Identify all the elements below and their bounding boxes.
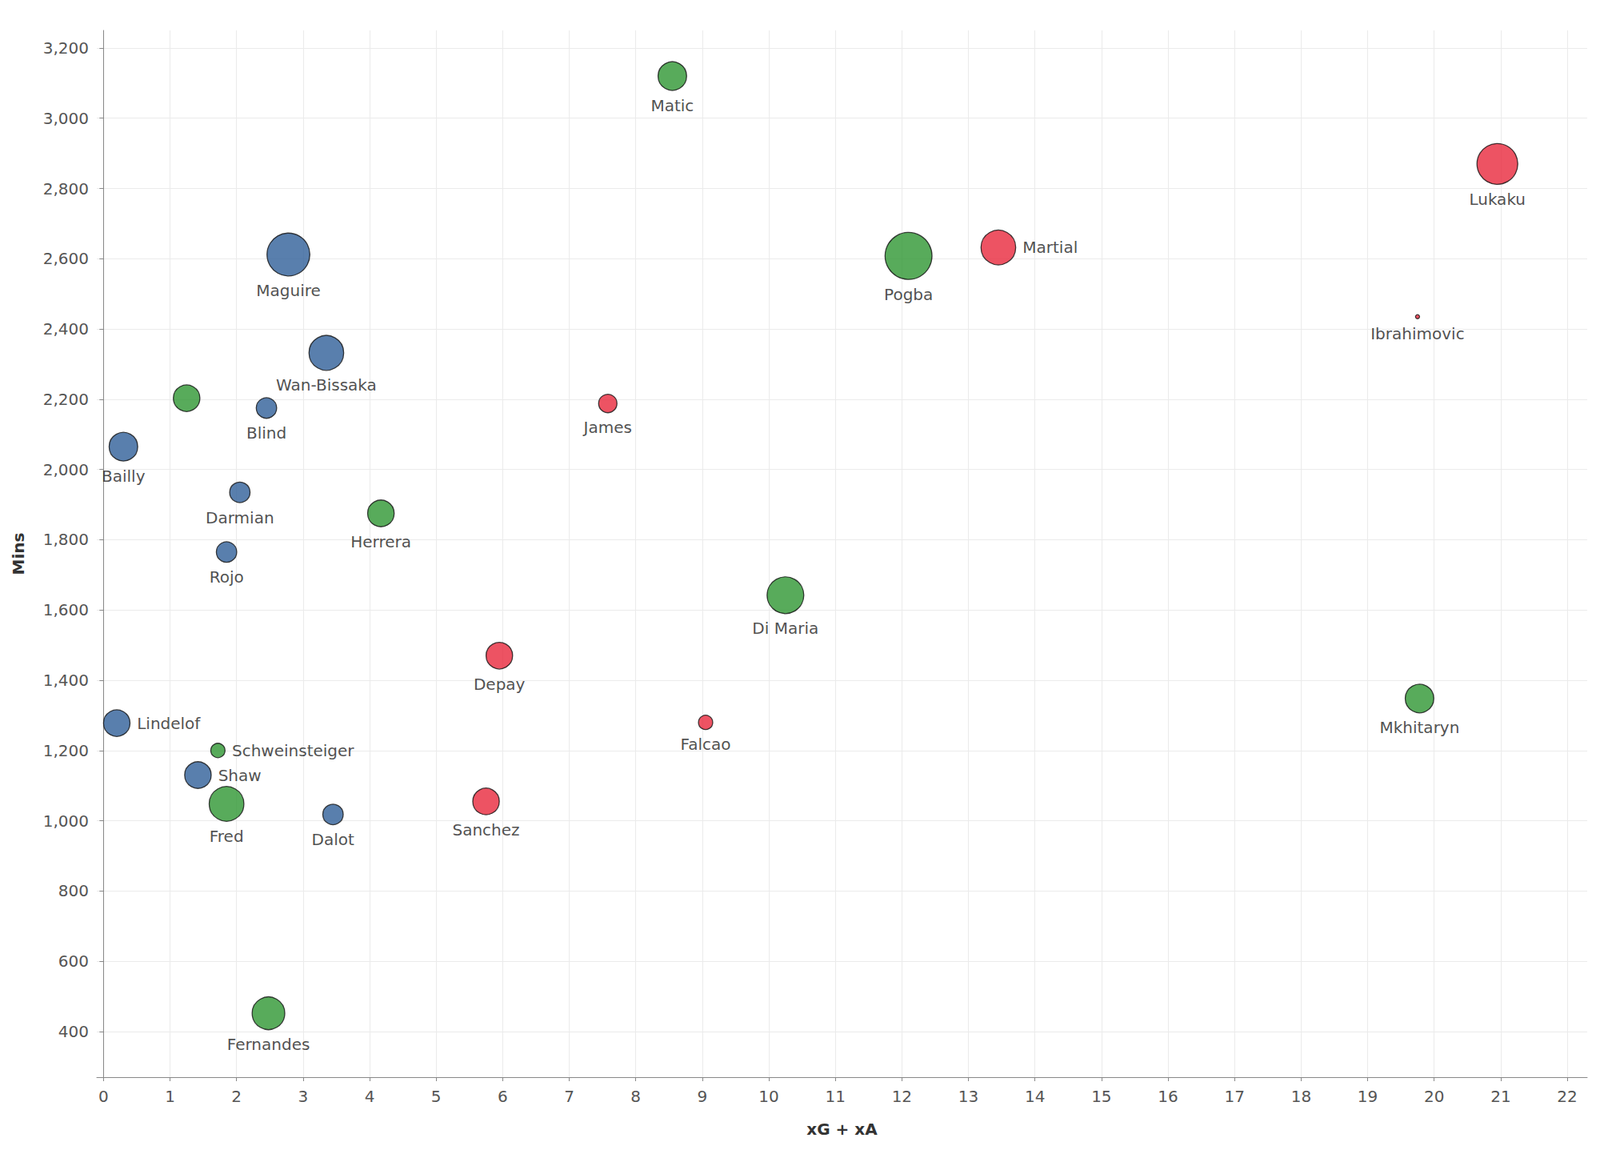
svg-text:800: 800 [58, 880, 89, 900]
svg-text:2: 2 [231, 1086, 242, 1106]
svg-text:18: 18 [1291, 1086, 1312, 1106]
svg-text:13: 13 [958, 1086, 979, 1106]
svg-text:1,400: 1,400 [43, 670, 89, 690]
svg-text:4: 4 [364, 1086, 376, 1106]
svg-text:20: 20 [1424, 1086, 1444, 1106]
svg-text:22: 22 [1556, 1086, 1577, 1106]
svg-text:Ibrahimovic: Ibrahimovic [1370, 324, 1464, 344]
svg-text:1,200: 1,200 [43, 740, 89, 760]
svg-text:9: 9 [696, 1086, 708, 1106]
svg-text:Depay: Depay [473, 674, 526, 694]
svg-text:1,600: 1,600 [43, 600, 89, 620]
svg-text:Lindelof: Lindelof [136, 713, 201, 733]
svg-text:Herrera: Herrera [350, 532, 412, 552]
svg-text:10: 10 [758, 1086, 779, 1106]
svg-text:15: 15 [1091, 1086, 1112, 1106]
svg-text:Blind: Blind [246, 423, 287, 443]
svg-text:1,000: 1,000 [43, 811, 89, 831]
svg-text:5: 5 [431, 1086, 442, 1106]
svg-text:James: James [582, 417, 632, 437]
svg-text:Di Maria: Di Maria [752, 618, 819, 638]
svg-text:Pogba: Pogba [884, 284, 933, 304]
svg-text:2,800: 2,800 [43, 179, 89, 199]
svg-text:Mkhitaryn: Mkhitaryn [1379, 717, 1460, 737]
svg-text:xG + xA: xG + xA [806, 1119, 878, 1139]
svg-text:Martial: Martial [1022, 237, 1078, 257]
svg-text:Falcao: Falcao [680, 734, 732, 754]
svg-text:3,000: 3,000 [43, 108, 89, 128]
svg-text:400: 400 [58, 1021, 89, 1041]
svg-text:2,600: 2,600 [43, 248, 89, 268]
svg-text:7: 7 [564, 1086, 575, 1106]
svg-text:21: 21 [1490, 1086, 1511, 1106]
svg-text:0: 0 [98, 1086, 109, 1106]
svg-text:Schweinsteiger: Schweinsteiger [232, 740, 355, 760]
svg-text:11: 11 [824, 1086, 845, 1106]
svg-text:Mins: Mins [8, 532, 28, 576]
svg-text:Maguire: Maguire [256, 280, 321, 300]
svg-text:1,800: 1,800 [43, 529, 89, 549]
svg-text:Rojo: Rojo [209, 567, 244, 587]
svg-text:3: 3 [297, 1086, 308, 1106]
svg-text:6: 6 [497, 1086, 508, 1106]
svg-text:Wan-Bissaka: Wan-Bissaka [276, 375, 377, 395]
svg-text:2,200: 2,200 [43, 389, 89, 409]
svg-text:Bailly: Bailly [101, 466, 146, 486]
svg-text:Sanchez: Sanchez [452, 820, 520, 840]
svg-text:2,400: 2,400 [43, 319, 89, 339]
svg-text:600: 600 [58, 951, 89, 971]
svg-text:14: 14 [1024, 1086, 1045, 1106]
svg-text:3,200: 3,200 [43, 38, 89, 58]
svg-text:Shaw: Shaw [218, 765, 262, 785]
svg-text:2,000: 2,000 [43, 460, 89, 480]
svg-text:Matic: Matic [650, 96, 694, 116]
svg-text:17: 17 [1224, 1086, 1244, 1106]
svg-text:Lukaku: Lukaku [1468, 189, 1526, 209]
svg-text:Darmian: Darmian [205, 508, 275, 528]
svg-text:19: 19 [1357, 1086, 1378, 1106]
svg-text:1: 1 [164, 1086, 176, 1106]
svg-text:8: 8 [630, 1086, 641, 1106]
svg-text:12: 12 [892, 1086, 912, 1106]
svg-text:Fred: Fred [209, 826, 244, 846]
svg-text:Fernandes: Fernandes [227, 1034, 311, 1054]
svg-text:Dalot: Dalot [312, 829, 355, 849]
svg-text:16: 16 [1157, 1086, 1178, 1106]
